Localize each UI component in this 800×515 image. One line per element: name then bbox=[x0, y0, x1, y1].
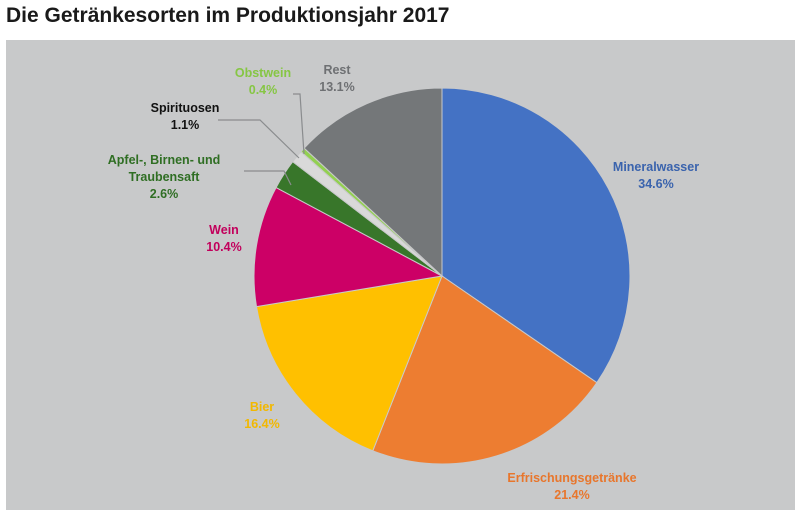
pie-slice-erfrischungsgetr-nke bbox=[372, 275, 598, 465]
slice-label: Bier 16.4% bbox=[244, 400, 279, 431]
pie-chart-panel: Mineralwasser 34.6% Erfrischungsgetränke 21… bbox=[6, 40, 795, 510]
leader-line bbox=[293, 93, 305, 155]
page-title: Die Getränkesorten im Produktionsjahr 20… bbox=[6, 4, 450, 27]
pie-slice-rest bbox=[303, 87, 443, 278]
leader-line bbox=[218, 119, 300, 159]
pie-slice-mineralwasser bbox=[441, 87, 631, 384]
pie-slice-bier bbox=[255, 275, 443, 452]
leader-lines bbox=[218, 93, 305, 186]
slice-labels: Mineralwasser 34.6% Erfrischungsgetränke 21… bbox=[108, 63, 699, 502]
slice-label: Rest 13.1% bbox=[319, 63, 354, 94]
slice-label: Apfel-, Birnen- und Traubensaft 2.6% bbox=[108, 153, 221, 201]
pie-chart: Mineralwasser 34.6% Erfrischungsgetränke 21… bbox=[108, 63, 699, 502]
slice-label: Erfrischungsgetränke 21.4% bbox=[507, 471, 636, 502]
pie-slice-wein bbox=[253, 186, 444, 308]
slice-label: Spirituosen 1.1% bbox=[151, 101, 220, 132]
slice-label: Wein 10.4% bbox=[206, 223, 241, 254]
slice-label: Obstwein 0.4% bbox=[235, 66, 291, 97]
pie-slices bbox=[253, 87, 631, 465]
slice-label: Mineralwasser 34.6% bbox=[613, 160, 699, 191]
leader-line bbox=[244, 170, 292, 186]
